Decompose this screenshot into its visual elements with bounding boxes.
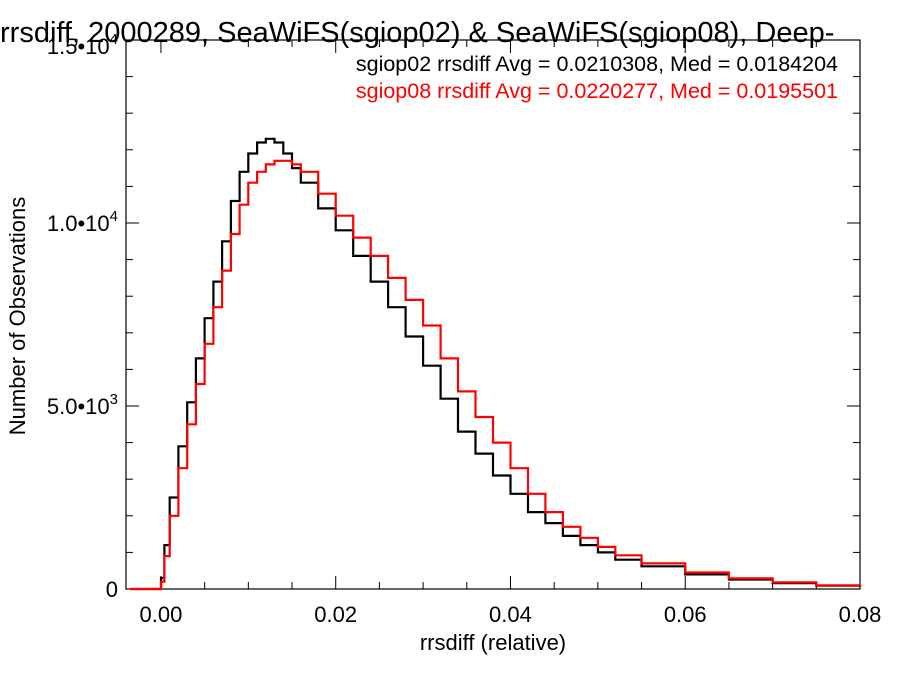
x-tick-label: 0.02 — [314, 602, 357, 627]
chart-title: rrsdiff, 2000289, SeaWiFS(sgiop02) & Sea… — [0, 17, 834, 49]
x-tick-label: 0.04 — [489, 602, 532, 627]
stats-annotation: sgiop08 rrsdiff Avg = 0.0220277, Med = 0… — [356, 79, 838, 103]
x-axis: 0.00 0.02 0.04 0.06 0.08 — [140, 40, 882, 627]
y-tick-label: 1.0•104 — [47, 208, 118, 236]
x-tick-label: 0.06 — [664, 602, 707, 627]
series-layer — [130, 137, 862, 591]
y-tick-label: 0 — [106, 577, 118, 602]
stats-annotation: sgiop02 rrsdiff Avg = 0.0210308, Med = 0… — [356, 52, 838, 76]
x-axis-label: rrsdiff (relative) — [420, 630, 566, 655]
y-tick-label: 1.5•104 — [47, 31, 118, 59]
plot-frame — [125, 39, 861, 590]
y-tick-label: 5.0•103 — [47, 391, 118, 419]
stats-legend: sgiop02 rrsdiff Avg = 0.0210308, Med = 0… — [356, 52, 838, 103]
x-tick-label: 0.08 — [839, 602, 882, 627]
x-tick-label: 0.00 — [140, 602, 183, 627]
y-axis-label: Number of Observations — [5, 197, 30, 435]
y-axis: 0 5.0•103 1.0•104 1.5•104 — [47, 31, 860, 602]
histogram-series-2 — [130, 159, 862, 591]
